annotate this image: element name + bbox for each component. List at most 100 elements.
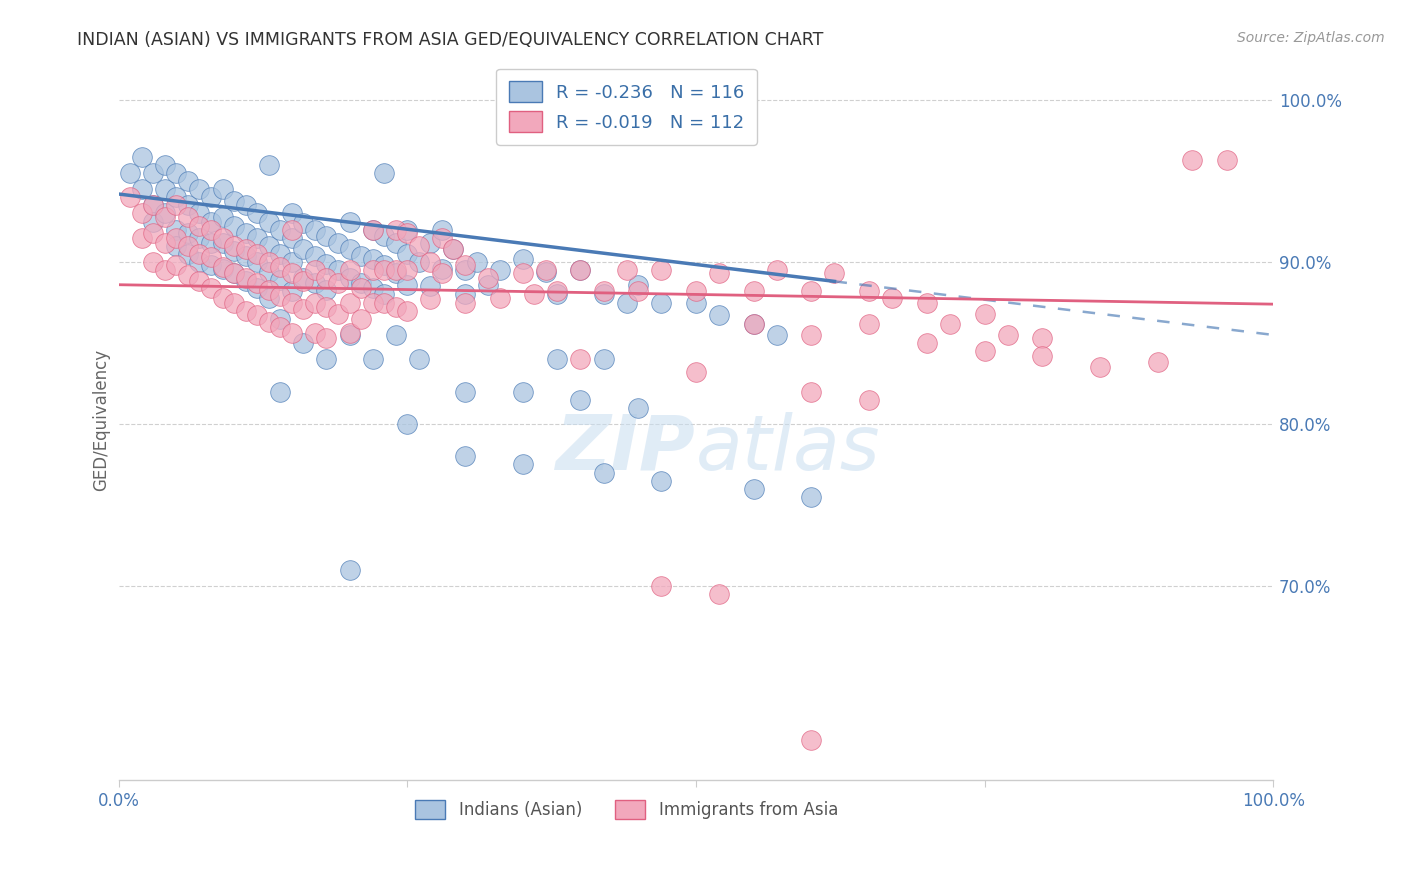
- Point: [165, 222, 187, 236]
- Point: [339, 271, 361, 285]
- Point: [142, 255, 165, 269]
- Point: [165, 239, 187, 253]
- Point: [465, 255, 488, 269]
- Point: [153, 235, 176, 250]
- Point: [304, 263, 326, 277]
- Point: [742, 284, 765, 298]
- Point: [304, 249, 326, 263]
- Point: [339, 263, 361, 277]
- Point: [685, 284, 707, 298]
- Point: [188, 231, 211, 245]
- Point: [246, 309, 269, 323]
- Point: [800, 284, 823, 298]
- Point: [211, 182, 233, 196]
- Point: [534, 263, 557, 277]
- Point: [800, 490, 823, 504]
- Point: [153, 210, 176, 224]
- Point: [361, 352, 384, 367]
- Point: [685, 365, 707, 379]
- Point: [315, 331, 337, 345]
- Point: [707, 266, 730, 280]
- Point: [454, 258, 477, 272]
- Point: [339, 214, 361, 228]
- Point: [211, 231, 233, 245]
- Point: [235, 242, 257, 256]
- Point: [384, 301, 406, 315]
- Point: [120, 166, 142, 180]
- Point: [915, 295, 938, 310]
- Point: [269, 222, 291, 236]
- Point: [627, 277, 650, 292]
- Point: [326, 276, 349, 290]
- Point: [281, 255, 304, 269]
- Point: [257, 158, 280, 172]
- Point: [142, 198, 165, 212]
- Point: [512, 458, 534, 472]
- Point: [246, 281, 269, 295]
- Point: [153, 206, 176, 220]
- Point: [707, 309, 730, 323]
- Point: [800, 732, 823, 747]
- Point: [165, 190, 187, 204]
- Point: [292, 242, 315, 256]
- Point: [396, 222, 419, 236]
- Point: [224, 244, 246, 258]
- Point: [269, 384, 291, 399]
- Point: [858, 392, 880, 407]
- Point: [177, 268, 200, 282]
- Point: [396, 226, 419, 240]
- Point: [650, 295, 672, 310]
- Point: [315, 283, 337, 297]
- Point: [546, 287, 568, 301]
- Point: [224, 219, 246, 234]
- Point: [650, 474, 672, 488]
- Point: [211, 261, 233, 276]
- Point: [142, 166, 165, 180]
- Point: [361, 295, 384, 310]
- Legend: Indians (Asian), Immigrants from Asia: Indians (Asian), Immigrants from Asia: [409, 794, 845, 826]
- Point: [350, 281, 373, 295]
- Point: [257, 315, 280, 329]
- Point: [142, 214, 165, 228]
- Point: [281, 222, 304, 236]
- Point: [224, 239, 246, 253]
- Point: [373, 258, 395, 272]
- Point: [454, 450, 477, 464]
- Point: [430, 231, 453, 245]
- Point: [1088, 360, 1111, 375]
- Point: [592, 284, 614, 298]
- Point: [800, 327, 823, 342]
- Point: [373, 287, 395, 301]
- Point: [765, 263, 787, 277]
- Point: [408, 352, 430, 367]
- Point: [269, 260, 291, 274]
- Point: [592, 466, 614, 480]
- Point: [177, 174, 200, 188]
- Point: [257, 239, 280, 253]
- Point: [292, 216, 315, 230]
- Point: [292, 271, 315, 285]
- Point: [153, 158, 176, 172]
- Point: [430, 222, 453, 236]
- Point: [246, 231, 269, 245]
- Point: [165, 231, 187, 245]
- Point: [858, 317, 880, 331]
- Point: [188, 255, 211, 269]
- Point: [326, 307, 349, 321]
- Point: [915, 336, 938, 351]
- Point: [408, 255, 430, 269]
- Point: [315, 257, 337, 271]
- Point: [165, 258, 187, 272]
- Point: [616, 295, 638, 310]
- Point: [384, 235, 406, 250]
- Point: [824, 266, 846, 280]
- Point: [315, 229, 337, 244]
- Point: [339, 326, 361, 341]
- Point: [131, 182, 153, 196]
- Point: [373, 166, 395, 180]
- Text: INDIAN (ASIAN) VS IMMIGRANTS FROM ASIA GED/EQUIVALENCY CORRELATION CHART: INDIAN (ASIAN) VS IMMIGRANTS FROM ASIA G…: [77, 31, 824, 49]
- Point: [396, 277, 419, 292]
- Point: [454, 263, 477, 277]
- Point: [616, 263, 638, 277]
- Point: [396, 303, 419, 318]
